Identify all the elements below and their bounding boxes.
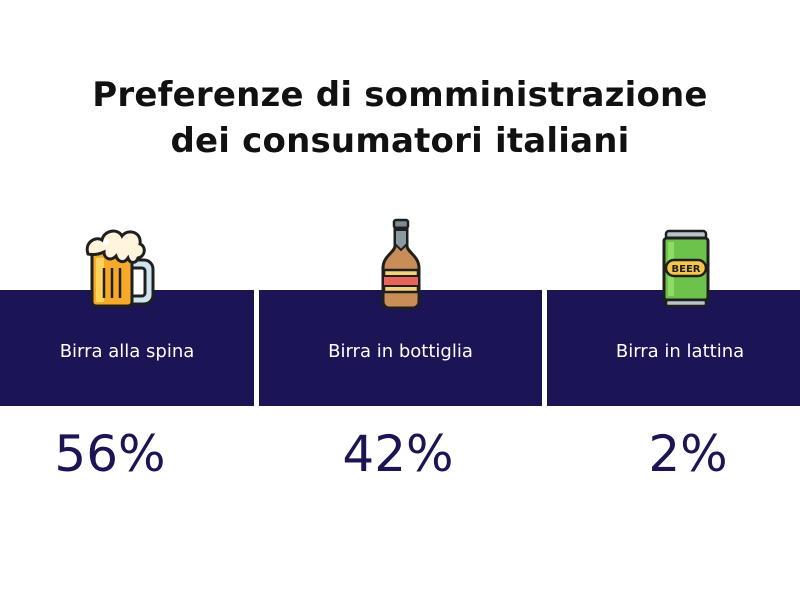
category-label-draft: Birra alla spina bbox=[59, 341, 195, 362]
category-label-can: Birra in lattina bbox=[615, 341, 745, 362]
can-label-text: BEER bbox=[672, 264, 701, 275]
chart-title-line-2: dei consumatori italiani bbox=[170, 121, 630, 161]
category-band-draft bbox=[0, 290, 254, 406]
category-band-can bbox=[547, 290, 800, 406]
beer-bottle-icon bbox=[381, 218, 421, 310]
chart-title-line-1: Preferenze di somministrazione bbox=[92, 75, 708, 115]
beer-can-icon: BEER bbox=[662, 229, 710, 308]
value-label-bottle: 42% bbox=[342, 425, 454, 483]
chart-title: Preferenze di somministrazione dei consu… bbox=[0, 72, 800, 164]
beer-mug-icon bbox=[85, 229, 155, 308]
value-label-draft: 56% bbox=[54, 425, 166, 483]
category-label-bottle: Birra in bottiglia bbox=[328, 341, 473, 362]
value-label-can: 2% bbox=[648, 425, 728, 483]
